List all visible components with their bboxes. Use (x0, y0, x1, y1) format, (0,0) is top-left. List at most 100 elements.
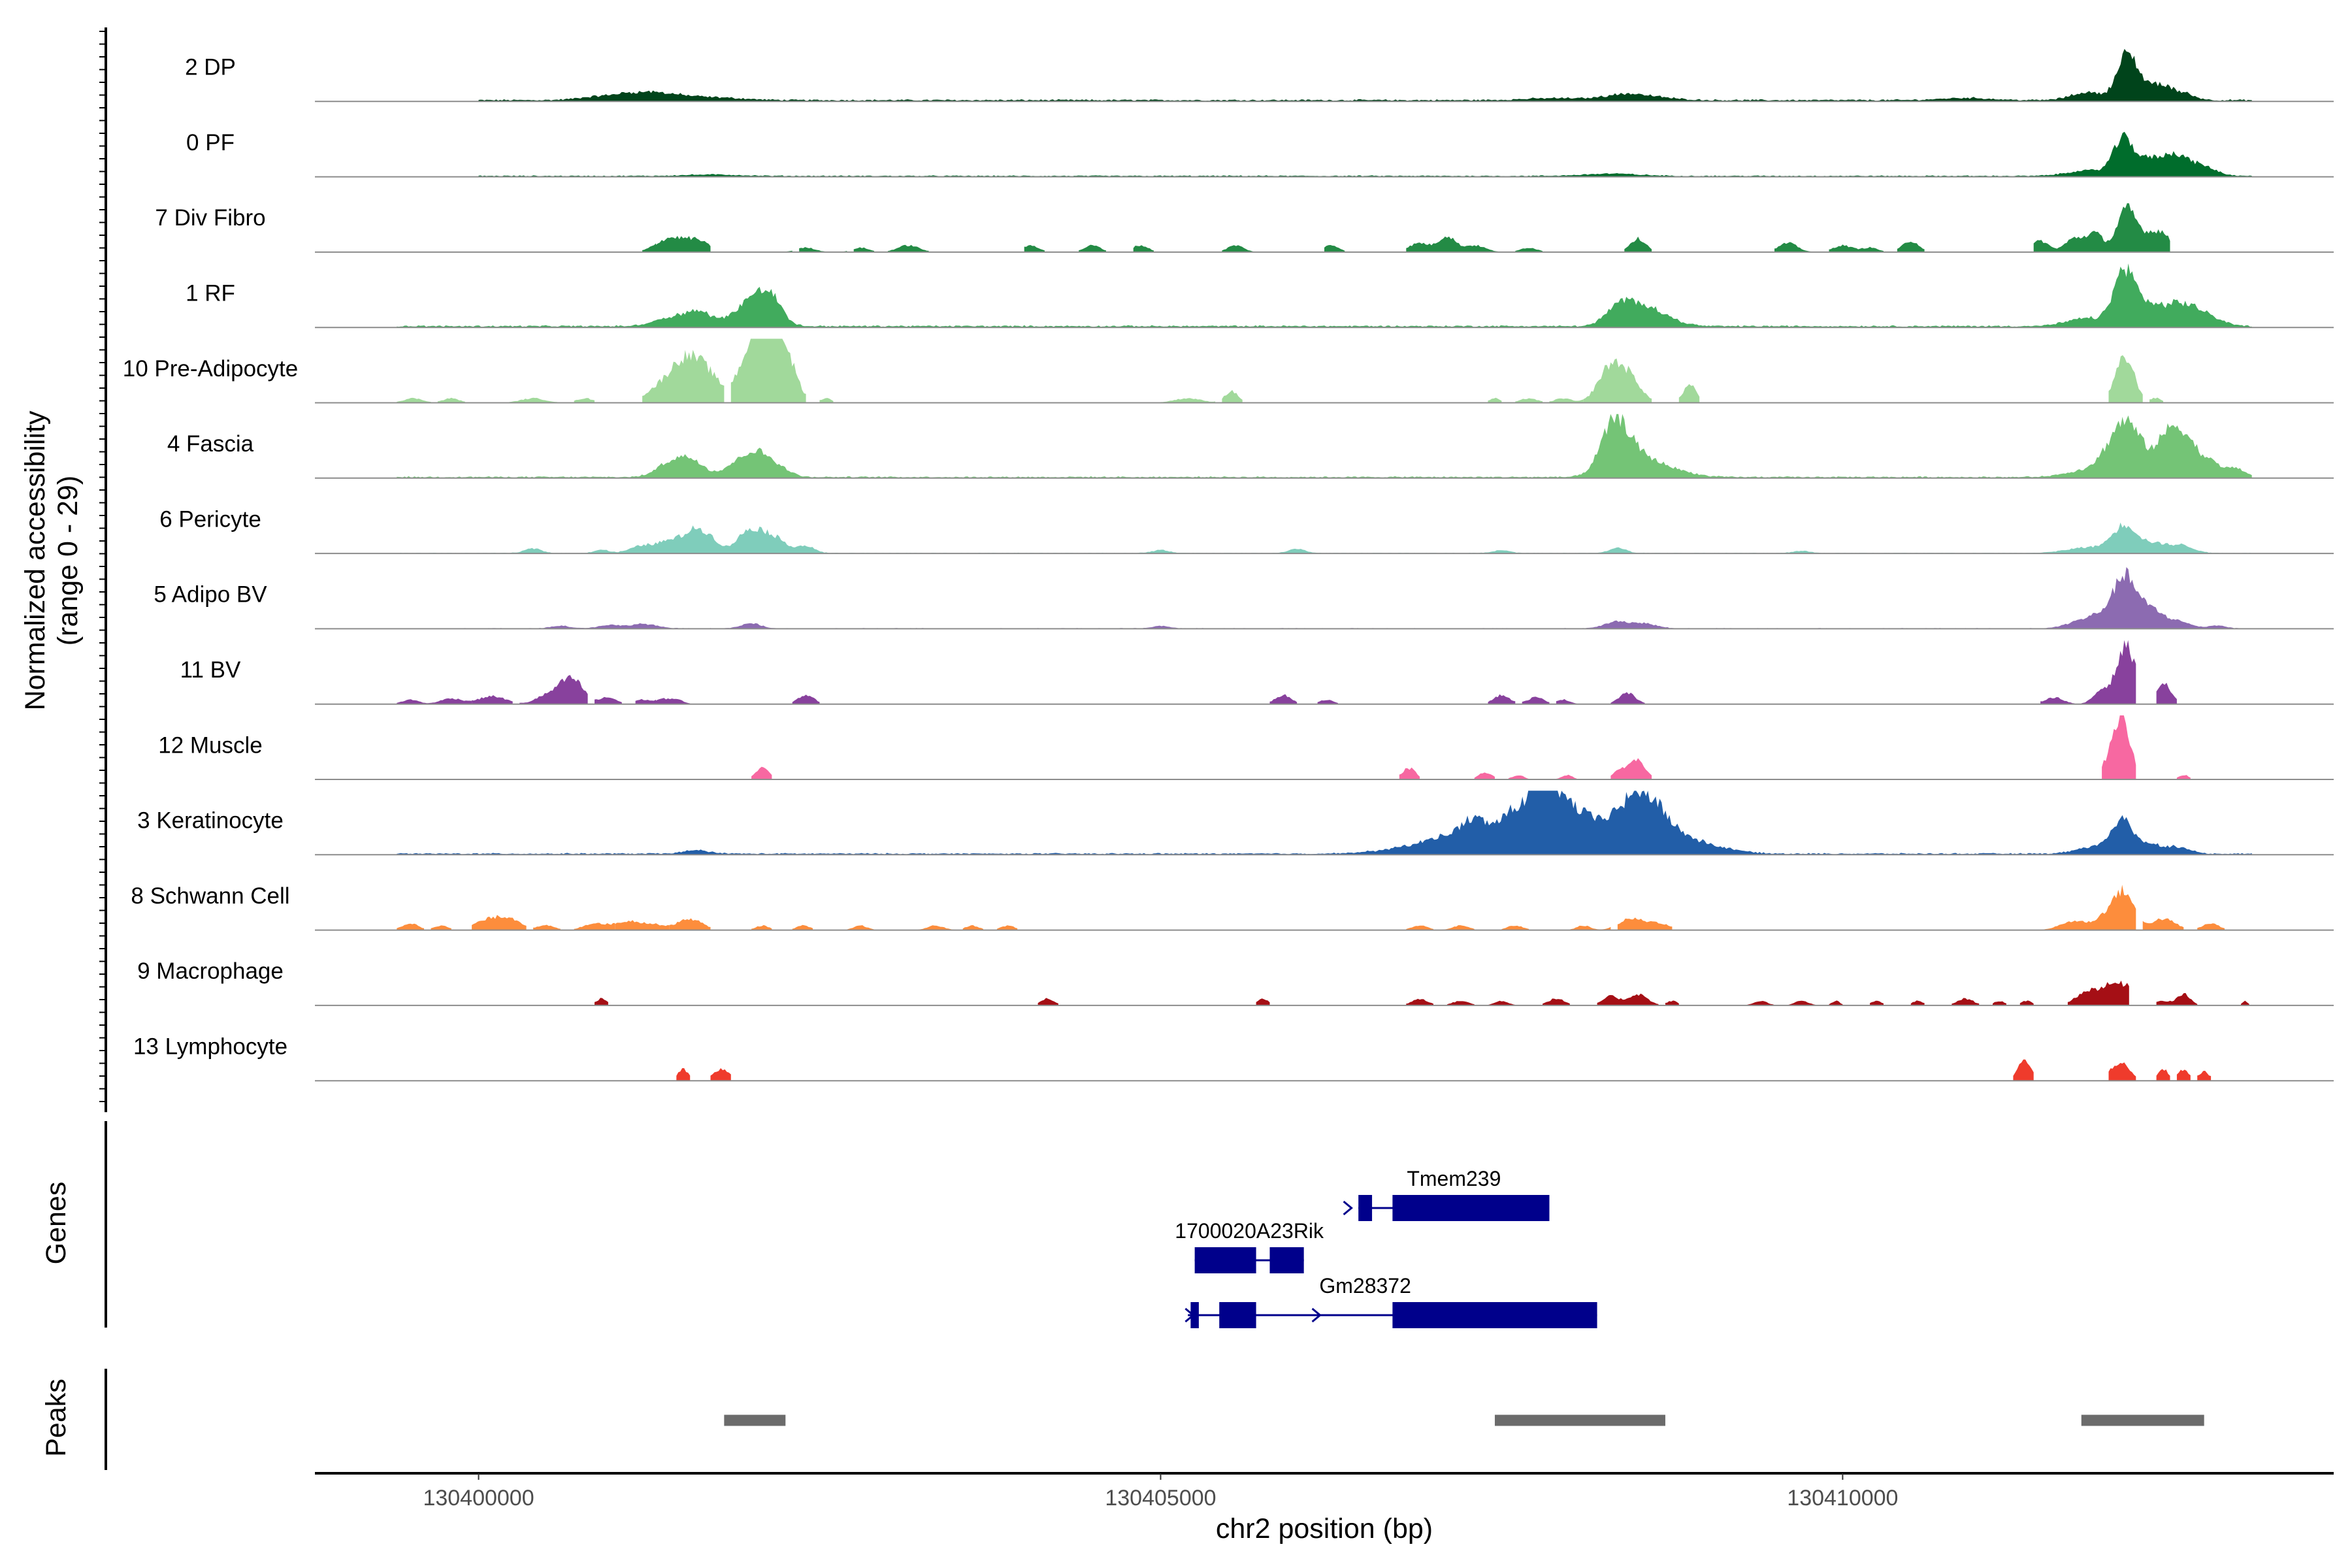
coverage-area-9-macrophage (1665, 1000, 1679, 1005)
track-13-lymphocyte: 13 Lymphocyte (133, 1034, 2334, 1082)
gene-exon (1392, 1302, 1597, 1328)
track-label: 1 RF (186, 280, 235, 306)
coverage-area-8-schwann-cell (615, 920, 670, 930)
coverage-area-7-div-fibro (1024, 245, 1045, 252)
coverage-area-4-fascia (397, 414, 2252, 478)
track-label: 10 Pre-Adipocyte (123, 356, 298, 382)
coverage-area-10-pre-adipocyte (1549, 398, 1584, 403)
peaks-panel (105, 1369, 2204, 1470)
track-label: 12 Muscle (158, 732, 263, 758)
strand-arrow (1184, 1307, 1195, 1323)
coverage-area-11-bv (1269, 694, 1298, 704)
track-label: 5 Adipo BV (154, 582, 267, 608)
track-label: 11 BV (180, 657, 241, 683)
coverage-area-11-bv (1556, 699, 1577, 704)
coverage-area-9-macrophage (1910, 1000, 1925, 1005)
peaks-panel-title: Peaks (41, 1379, 72, 1457)
x-tick-label: 130405000 (1105, 1486, 1216, 1511)
x-tick-label: 130410000 (1787, 1486, 1898, 1511)
x-axis: 130400000 130405000 130410000 (315, 1472, 2334, 1511)
coverage-area-11-bv (2081, 640, 2136, 704)
gene-exon (1358, 1195, 1373, 1221)
coverage-area-10-pre-adipocyte (642, 350, 725, 403)
coverage-area-9-macrophage (2241, 1000, 2249, 1005)
coverage-area-2-dp (478, 48, 2252, 102)
coverage-area-9-macrophage (1747, 1001, 1774, 1005)
coverage-area-13-lymphocyte (2197, 1070, 2212, 1081)
coverage-area-13-lymphocyte (2156, 1069, 2170, 1081)
track-8-schwann-cell: 8 Schwann Cell (131, 883, 2334, 931)
track-label: 13 Lymphocyte (133, 1034, 287, 1059)
coverage-area-11-bv (397, 699, 431, 704)
coverage-area-11-bv (431, 698, 472, 704)
track-0-pf: 0 PF (186, 130, 2334, 178)
coverage-area-8-schwann-cell (1406, 925, 1433, 930)
track-label: 2 DP (185, 55, 236, 80)
strand-arrow (1343, 1200, 1353, 1216)
coverage-area-13-lymphocyte (676, 1068, 691, 1081)
coverage-area-10-pre-adipocyte (397, 397, 431, 403)
coverage-area-10-pre-adipocyte (506, 397, 561, 403)
coverage-area-12-muscle (1508, 776, 1529, 779)
coverage-area-11-bv (2156, 683, 2177, 704)
x-axis-title: chr2 position (bp) (1216, 1513, 1433, 1544)
y-axis-title: Normalized accessibility (range 0 - 29) (20, 410, 84, 710)
coverage-area-7-div-fibro (656, 236, 711, 252)
track-12-muscle: 12 Muscle (158, 715, 2334, 780)
coverage-area-8-schwann-cell (2197, 923, 2225, 930)
peak-region (1494, 1414, 1665, 1426)
coverage-area-9-macrophage (1870, 1000, 1884, 1005)
coverage-area-1-rf (397, 263, 2252, 328)
track-11-bv: 11 BV (180, 640, 2334, 705)
coverage-area-7-div-fibro (1624, 237, 1652, 252)
coverage-area-7-div-fibro (853, 247, 874, 252)
coverage-area-10-pre-adipocyte (574, 398, 595, 403)
coverage-area-9-macrophage (595, 998, 608, 1005)
coverage-area-11-bv (1317, 700, 1338, 704)
coverage-area-13-lymphocyte (2013, 1059, 2034, 1081)
coverage-area-9-macrophage (2019, 1000, 2034, 1005)
track-2-dp: 2 DP (185, 48, 2334, 103)
coverage-area-9-macrophage (1446, 1001, 1475, 1005)
coverage-area-12-muscle (2176, 775, 2191, 779)
track-7-div-fibro: 7 Div Fibro (155, 203, 2334, 253)
gene-label: Tmem239 (1407, 1167, 1501, 1190)
coverage-area-8-schwann-cell (669, 918, 711, 930)
peak-region (724, 1414, 786, 1426)
coverage-area-8-schwann-cell (472, 915, 527, 930)
coverage-area-6-pericyte (397, 522, 2252, 554)
coverage-area-8-schwann-cell (574, 923, 615, 930)
coverage-area-8-schwann-cell (1617, 917, 1673, 930)
coverage-area-12-muscle (2102, 715, 2136, 779)
coverage-area-11-bv (1522, 696, 1550, 704)
coverage-area-12-muscle (1474, 772, 1495, 779)
track-4-fascia: 4 Fascia (167, 414, 2334, 479)
coverage-area-10-pre-adipocyte (1583, 358, 1652, 403)
coverage-area-9-macrophage (2067, 980, 2129, 1005)
coverage-area-11-bv (1610, 692, 1645, 704)
y-axis-title-line1: Normalized accessibility (20, 410, 51, 710)
coverage-area-8-schwann-cell (1501, 925, 1529, 930)
coverage-area-8-schwann-cell (2033, 885, 2136, 930)
gene-1700020a23rik: 1700020A23Rik (1175, 1219, 1324, 1273)
coverage-area-11-bv (1488, 694, 1516, 704)
track-label: 9 Macrophage (137, 958, 284, 984)
coverage-area-11-bv (519, 675, 588, 704)
track-3-keratinocyte: 3 Keratinocyte (137, 791, 2334, 856)
coverage-area-8-schwann-cell (915, 925, 956, 930)
track-9-macrophage: 9 Macrophage (137, 958, 2334, 1006)
peak-region (2081, 1414, 2204, 1426)
coverage-area-10-pre-adipocyte (437, 397, 465, 403)
coverage-area-7-div-fibro (1222, 245, 1256, 252)
coverage-area-8-schwann-cell (962, 925, 983, 930)
track-1-rf: 1 RF (186, 263, 2334, 329)
x-tick-label: 130400000 (423, 1486, 534, 1511)
coverage-panel: 2 DP 0 PF 7 Div Fibro 1 RF 10 Pre-Adipocyte 4… (99, 27, 2334, 1113)
coverage-area-7-div-fibro (642, 243, 656, 252)
coverage-area-7-div-fibro (799, 247, 847, 252)
y-axis-title-line2: (range 0 - 29) (52, 476, 84, 646)
strand-arrow (1311, 1307, 1322, 1323)
coverage-area-3-keratinocyte (397, 791, 2252, 855)
coverage-area-10-pre-adipocyte (1488, 397, 1502, 403)
gene-label: 1700020A23Rik (1175, 1219, 1324, 1243)
